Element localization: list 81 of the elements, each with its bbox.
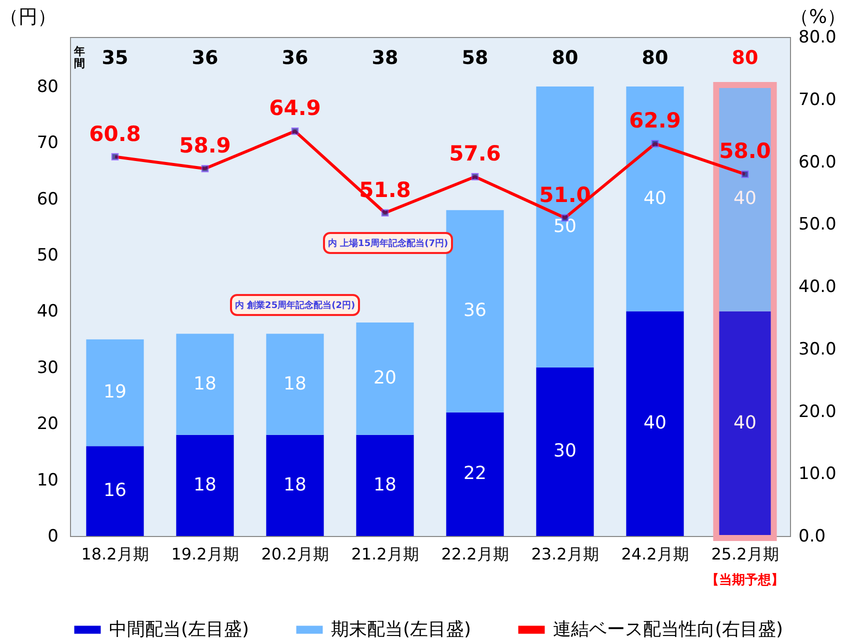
x-tick-label: 23.2月期 — [531, 544, 599, 564]
bar — [176, 434, 234, 536]
x-tick-label: 20.2月期 — [261, 544, 329, 564]
annotation: 内 上場15周年記念配当(7円) — [328, 238, 448, 249]
annotation: 35 — [102, 47, 128, 69]
annotation: 年間 — [73, 45, 85, 70]
y-tick-label: 50 — [36, 246, 58, 266]
y2-tick-label: 10.0 — [798, 464, 836, 484]
data-label: 19 — [104, 382, 126, 403]
y-tick-label: 40 — [36, 302, 58, 322]
y-tick-label: 20 — [36, 414, 58, 434]
data-label: 18 — [374, 474, 396, 496]
bar — [626, 311, 684, 536]
data-label: 60.8 — [89, 122, 141, 146]
data-label: 40 — [734, 412, 756, 434]
data-label: 40 — [734, 188, 756, 209]
y-axis-title: （円） — [0, 6, 56, 28]
annotation: 36 — [192, 47, 218, 69]
bar — [446, 412, 504, 536]
text: 【当期予想】 — [706, 572, 784, 588]
y2-tick-label: 40.0 — [798, 277, 836, 297]
x-tick-label: 18.2月期 — [81, 544, 149, 564]
data-label: 36 — [464, 300, 486, 322]
y2-tick-label: 80.0 — [798, 28, 836, 48]
bar — [536, 367, 594, 536]
bar — [356, 322, 414, 435]
annotation: 80 — [732, 47, 758, 69]
annotation: 38 — [372, 47, 398, 69]
annotation: 58 — [462, 47, 488, 69]
data-label: 57.6 — [449, 142, 501, 166]
bar — [176, 334, 234, 435]
data-label: 58.9 — [179, 134, 231, 158]
y2-tick-label: 50.0 — [798, 214, 836, 235]
y2-axis-title: （%） — [790, 6, 846, 28]
legend-label: 期末配当(左目盛) — [331, 618, 472, 640]
data-label: 20 — [374, 368, 396, 389]
x-tick-label: 19.2月期 — [171, 544, 239, 564]
data-label: 64.9 — [269, 96, 321, 120]
bar — [446, 210, 504, 412]
data-label: 18 — [194, 474, 216, 496]
data-label: 58.0 — [719, 139, 771, 164]
data-label: 50 — [554, 216, 576, 237]
legend-label: 連結ベース配当性向(右目盛) — [553, 618, 784, 640]
data-label: 51.8 — [359, 178, 411, 202]
data-label: 22 — [464, 463, 486, 484]
y-tick-label: 10 — [36, 470, 58, 490]
bar — [86, 446, 144, 536]
data-label: 18 — [284, 373, 306, 394]
legend-label: 中間配当(左目盛) — [109, 618, 250, 640]
annotation: 36 — [282, 47, 308, 69]
x-tick-label: 21.2月期 — [351, 544, 419, 564]
y-tick-label: 60 — [36, 189, 58, 210]
annotation: 80 — [552, 47, 578, 69]
data-label: 18 — [284, 474, 306, 496]
annotation: 80 — [642, 47, 668, 69]
x-tick-label: 25.2月期 — [711, 544, 779, 564]
x-tick-label: 24.2月期 — [621, 544, 689, 564]
annotation: 内 創業25周年記念配当(2円) — [234, 300, 356, 311]
bar — [356, 434, 414, 536]
bar — [266, 334, 324, 435]
y2-tick-label: 20.0 — [798, 402, 836, 422]
bar — [266, 434, 324, 536]
data-label: 18 — [194, 373, 216, 394]
data-label: 40 — [644, 412, 666, 434]
y-tick-label: 30 — [36, 358, 58, 378]
y2-tick-label: 0.0 — [798, 526, 826, 546]
y2-tick-label: 30.0 — [798, 339, 836, 360]
bar — [536, 86, 594, 368]
data-label: 62.9 — [629, 108, 681, 133]
data-label: 30 — [554, 440, 576, 462]
y-tick-label: 70 — [36, 133, 58, 154]
y2-tick-label: 70.0 — [798, 90, 836, 110]
data-label: 51.0 — [539, 182, 591, 207]
data-label: 16 — [104, 480, 126, 502]
bar — [626, 86, 684, 312]
bar — [86, 339, 144, 446]
x-tick-label: 22.2月期 — [441, 544, 509, 564]
y2-tick-label: 60.0 — [798, 152, 836, 172]
y-tick-label: 0 — [48, 526, 58, 546]
data-label: 40 — [644, 188, 666, 209]
y-tick-label: 80 — [36, 76, 58, 97]
